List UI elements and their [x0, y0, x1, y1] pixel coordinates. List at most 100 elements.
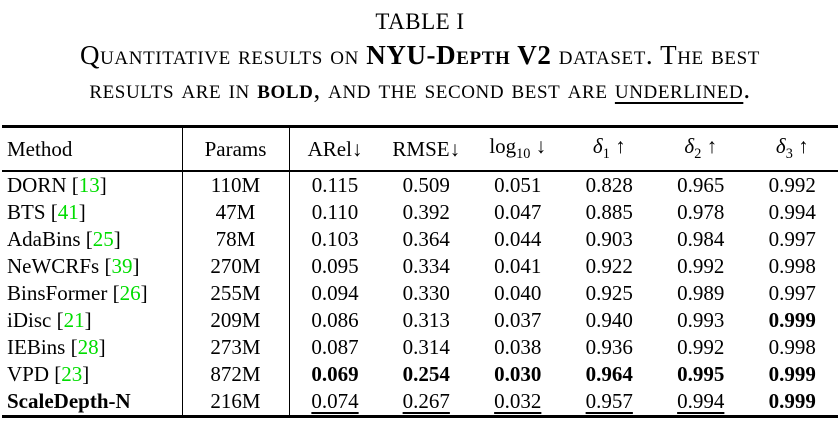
method-cell: NeWCRFs [39] [2, 253, 183, 280]
citation-link[interactable]: 41 [57, 200, 79, 224]
caption-text: results are in [89, 74, 258, 104]
caption-line-1: Quantitative results on NYU-Depth V2 dat… [0, 38, 840, 72]
metric-cell: 0.994 [677, 389, 725, 413]
metric-cell: 0.267 [402, 389, 450, 413]
metric-cell: 0.989 [677, 281, 725, 305]
header-cell-method: Method [2, 126, 183, 172]
method-name: NeWCRFs [7, 254, 100, 278]
table-caption: Quantitative results on NYU-Depth V2 dat… [0, 38, 840, 106]
metric-cell: 0.086 [311, 308, 359, 332]
method-name: BTS [7, 200, 46, 224]
metric-cell: 0.992 [677, 335, 725, 359]
header-cell-rmse: RMSE↓ [380, 126, 472, 172]
metric-cell: 0.903 [585, 227, 633, 251]
header-cell-params: Params [182, 126, 290, 172]
method-cell: VPD [23] [2, 361, 183, 388]
metric-cell: 0.110 [311, 200, 359, 224]
method-cell: IEBins [28] [2, 334, 183, 361]
table-row: ScaleDepth-N 216M 0.074 0.267 0.032 0.957 0.99… [2, 388, 838, 417]
metric-cell: 0.095 [311, 254, 359, 278]
table-header: Method Params ARel↓ RMSE↓ log10 ↓ δ1 ↑ δ2 ↑ δ3 … [2, 126, 838, 172]
metric-cell: 0.885 [585, 200, 633, 224]
metric-cell: 0.254 [402, 362, 450, 386]
metric-cell: 0.509 [402, 173, 450, 197]
caption-text: Quantitative results on [80, 40, 367, 70]
table-row: IEBins [28] 273M 0.087 0.314 0.038 0.936 0.992… [2, 334, 838, 361]
citation-link[interactable]: 25 [92, 227, 114, 251]
params-cell: 47M [182, 199, 290, 226]
citation-link[interactable]: 21 [63, 308, 85, 332]
metric-cell: 0.940 [585, 308, 633, 332]
table-row: VPD [23] 872M 0.069 0.254 0.030 0.964 0.995 0.9… [2, 361, 838, 388]
metric-cell: 0.965 [677, 173, 725, 197]
metric-cell: 0.998 [768, 254, 816, 278]
metric-cell: 0.999 [768, 389, 816, 413]
metric-cell: 0.094 [311, 281, 359, 305]
method-name: BinsFormer [7, 281, 108, 305]
metric-cell: 0.978 [677, 200, 725, 224]
method-cell: BinsFormer [26] [2, 280, 183, 307]
results-table: Method Params ARel↓ RMSE↓ log10 ↓ δ1 ↑ δ2 ↑ δ3 … [2, 125, 838, 418]
metric-cell: 0.044 [494, 227, 542, 251]
metric-cell: 0.984 [677, 227, 725, 251]
table-row: BTS [41] 47M 0.110 0.392 0.047 0.885 0.978 0.99… [2, 199, 838, 226]
method-name: VPD [7, 362, 50, 386]
header-cell-delta2: δ2 ↑ [655, 126, 747, 172]
metric-cell: 0.103 [311, 227, 359, 251]
params-cell: 270M [182, 253, 290, 280]
metric-cell: 0.995 [677, 362, 725, 386]
header-cell-arel: ARel↓ [289, 126, 381, 172]
metric-cell: 0.313 [402, 308, 450, 332]
citation-link[interactable]: 39 [111, 254, 133, 278]
metric-cell: 0.936 [585, 335, 633, 359]
table-body: DORN [13] 110M 0.115 0.509 0.051 0.828 0.965 0.… [2, 171, 838, 417]
metric-cell: 0.998 [768, 335, 816, 359]
metric-cell: 0.392 [402, 200, 450, 224]
caption-text: , and the second best are [313, 74, 615, 104]
metric-cell: 0.074 [311, 389, 359, 413]
method-cell: iDisc [21] [2, 307, 183, 334]
metric-cell: 0.047 [494, 200, 542, 224]
metric-cell: 0.999 [768, 362, 816, 386]
params-cell: 255M [182, 280, 290, 307]
citation-link[interactable]: 26 [119, 281, 141, 305]
citation-link[interactable]: 13 [78, 173, 100, 197]
metric-cell: 0.922 [585, 254, 633, 278]
caption-bold-word: bold [257, 74, 314, 104]
method-cell: ScaleDepth-N [2, 388, 183, 417]
method-cell: BTS [41] [2, 199, 183, 226]
metric-cell: 0.334 [402, 254, 450, 278]
metric-cell: 0.032 [494, 389, 542, 413]
header-row: Method Params ARel↓ RMSE↓ log10 ↓ δ1 ↑ δ2 ↑ δ3 … [2, 126, 838, 172]
params-cell: 110M [182, 171, 290, 199]
metric-cell: 0.115 [311, 173, 359, 197]
metric-cell: 0.314 [402, 335, 450, 359]
metric-cell: 0.993 [677, 308, 725, 332]
metric-cell: 0.087 [311, 335, 359, 359]
metric-cell: 0.069 [311, 362, 359, 386]
header-cell-delta1: δ1 ↑ [563, 126, 655, 172]
metric-cell: 0.030 [494, 362, 542, 386]
caption-underlined-word: underlined [614, 74, 744, 104]
metric-cell: 0.994 [768, 200, 816, 224]
method-name: iDisc [7, 308, 52, 332]
citation-link[interactable]: 28 [77, 335, 99, 359]
metric-cell: 0.997 [768, 227, 816, 251]
metric-cell: 0.364 [402, 227, 450, 251]
params-cell: 78M [182, 226, 290, 253]
params-cell: 872M [182, 361, 290, 388]
metric-cell: 0.925 [585, 281, 633, 305]
citation-link[interactable]: 23 [61, 362, 83, 386]
metric-cell: 0.037 [494, 308, 542, 332]
metric-cell: 0.828 [585, 173, 633, 197]
metric-cell: 0.992 [677, 254, 725, 278]
metric-cell: 0.999 [768, 308, 816, 332]
metric-cell: 0.964 [585, 362, 633, 386]
table-row: iDisc [21] 209M 0.086 0.313 0.037 0.940 0.993 0… [2, 307, 838, 334]
params-cell: 209M [182, 307, 290, 334]
caption-dataset-name: NYU-Depth V2 [366, 40, 552, 70]
metric-cell: 0.051 [494, 173, 542, 197]
header-cell-delta3: δ3 ↑ [746, 126, 838, 172]
metric-cell: 0.040 [494, 281, 542, 305]
